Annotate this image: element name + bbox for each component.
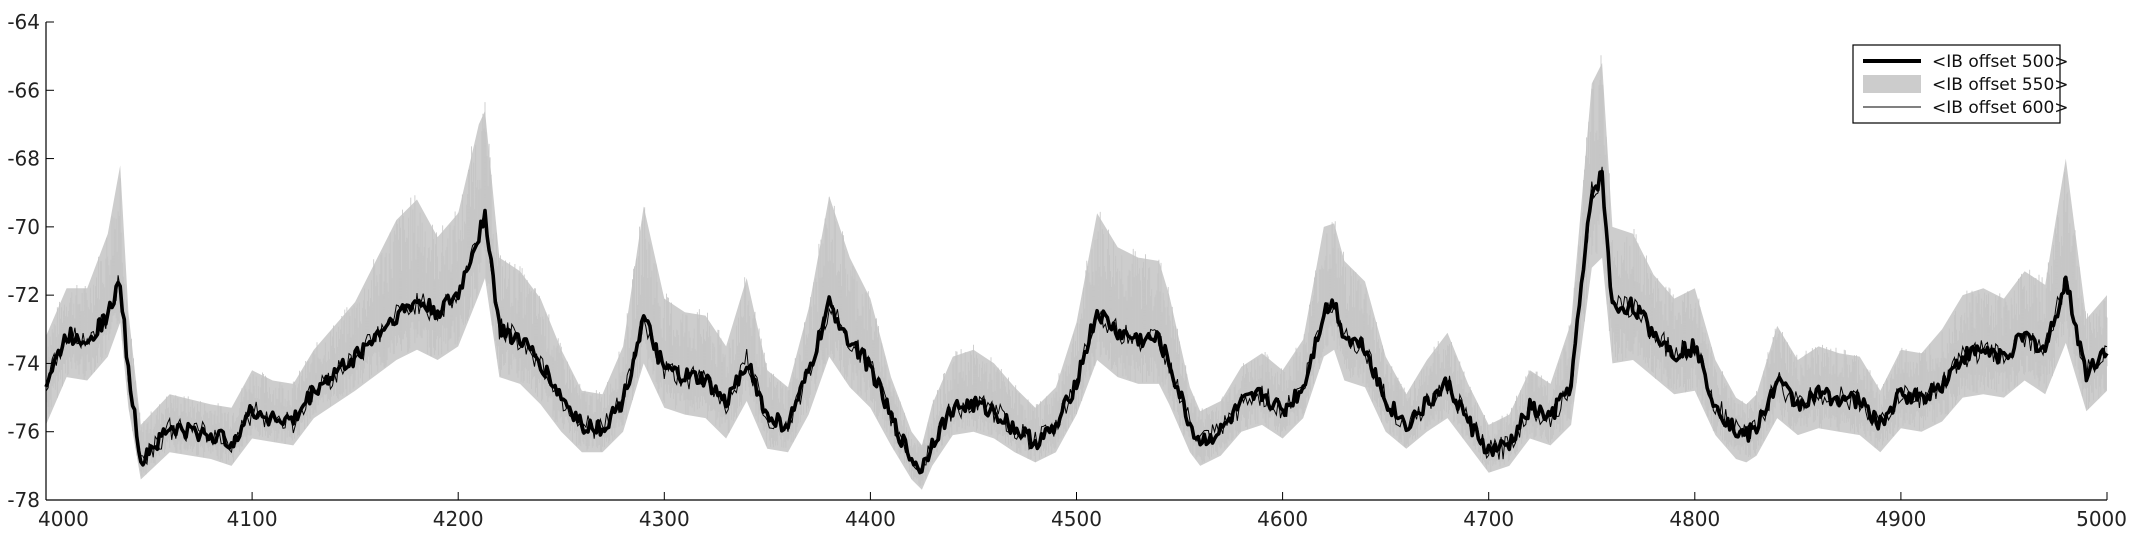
y-tick-label: -76: [7, 420, 40, 444]
series-band-layer: [46, 63, 2107, 490]
legend-label-2: <IB offset 550>: [1932, 75, 2069, 95]
series-1-line: [44, 169, 2109, 475]
axes: -78 -76 -74 -72 -70 -68 -66 -64 4000 4100 4200 4300…: [7, 10, 2127, 531]
y-tick-label: -72: [7, 283, 40, 307]
legend-label-1: <IB offset 500>: [1932, 52, 2069, 72]
legend: <IB offset 500> <IB offset 550> <IB offset…: [1852, 44, 2069, 124]
series-noise-layer: [45, 55, 2108, 486]
x-tick-label: 4400: [845, 507, 896, 531]
series-2-spikes: [45, 55, 2108, 486]
x-tick-label: 4300: [639, 507, 690, 531]
y-tick-label: -64: [7, 10, 40, 34]
x-tick-label: 4500: [1051, 507, 1102, 531]
x-tick-label: 4800: [1669, 507, 1720, 531]
legend-label-3: <IB offset 600>: [1932, 98, 2069, 118]
x-tick-label: 4700: [1463, 507, 1514, 531]
series-2-band: [46, 63, 2107, 490]
y-tick-label: -70: [7, 215, 40, 239]
x-tick-label: 4200: [433, 507, 484, 531]
legend-swatch-2: [1863, 75, 1921, 93]
x-tick-label: 4000: [38, 507, 89, 531]
y-tick-label: -68: [7, 147, 40, 171]
x-tick-label: 4100: [227, 507, 278, 531]
x-tick-label: 5000: [2076, 507, 2127, 531]
series-line-layer: [44, 166, 2109, 475]
x-tick-label: 4600: [1257, 507, 1308, 531]
x-tick-label: 4900: [1875, 507, 1926, 531]
y-tick-label: -66: [7, 78, 40, 102]
y-tick-label: -78: [7, 488, 40, 512]
y-tick-label: -74: [7, 351, 40, 375]
